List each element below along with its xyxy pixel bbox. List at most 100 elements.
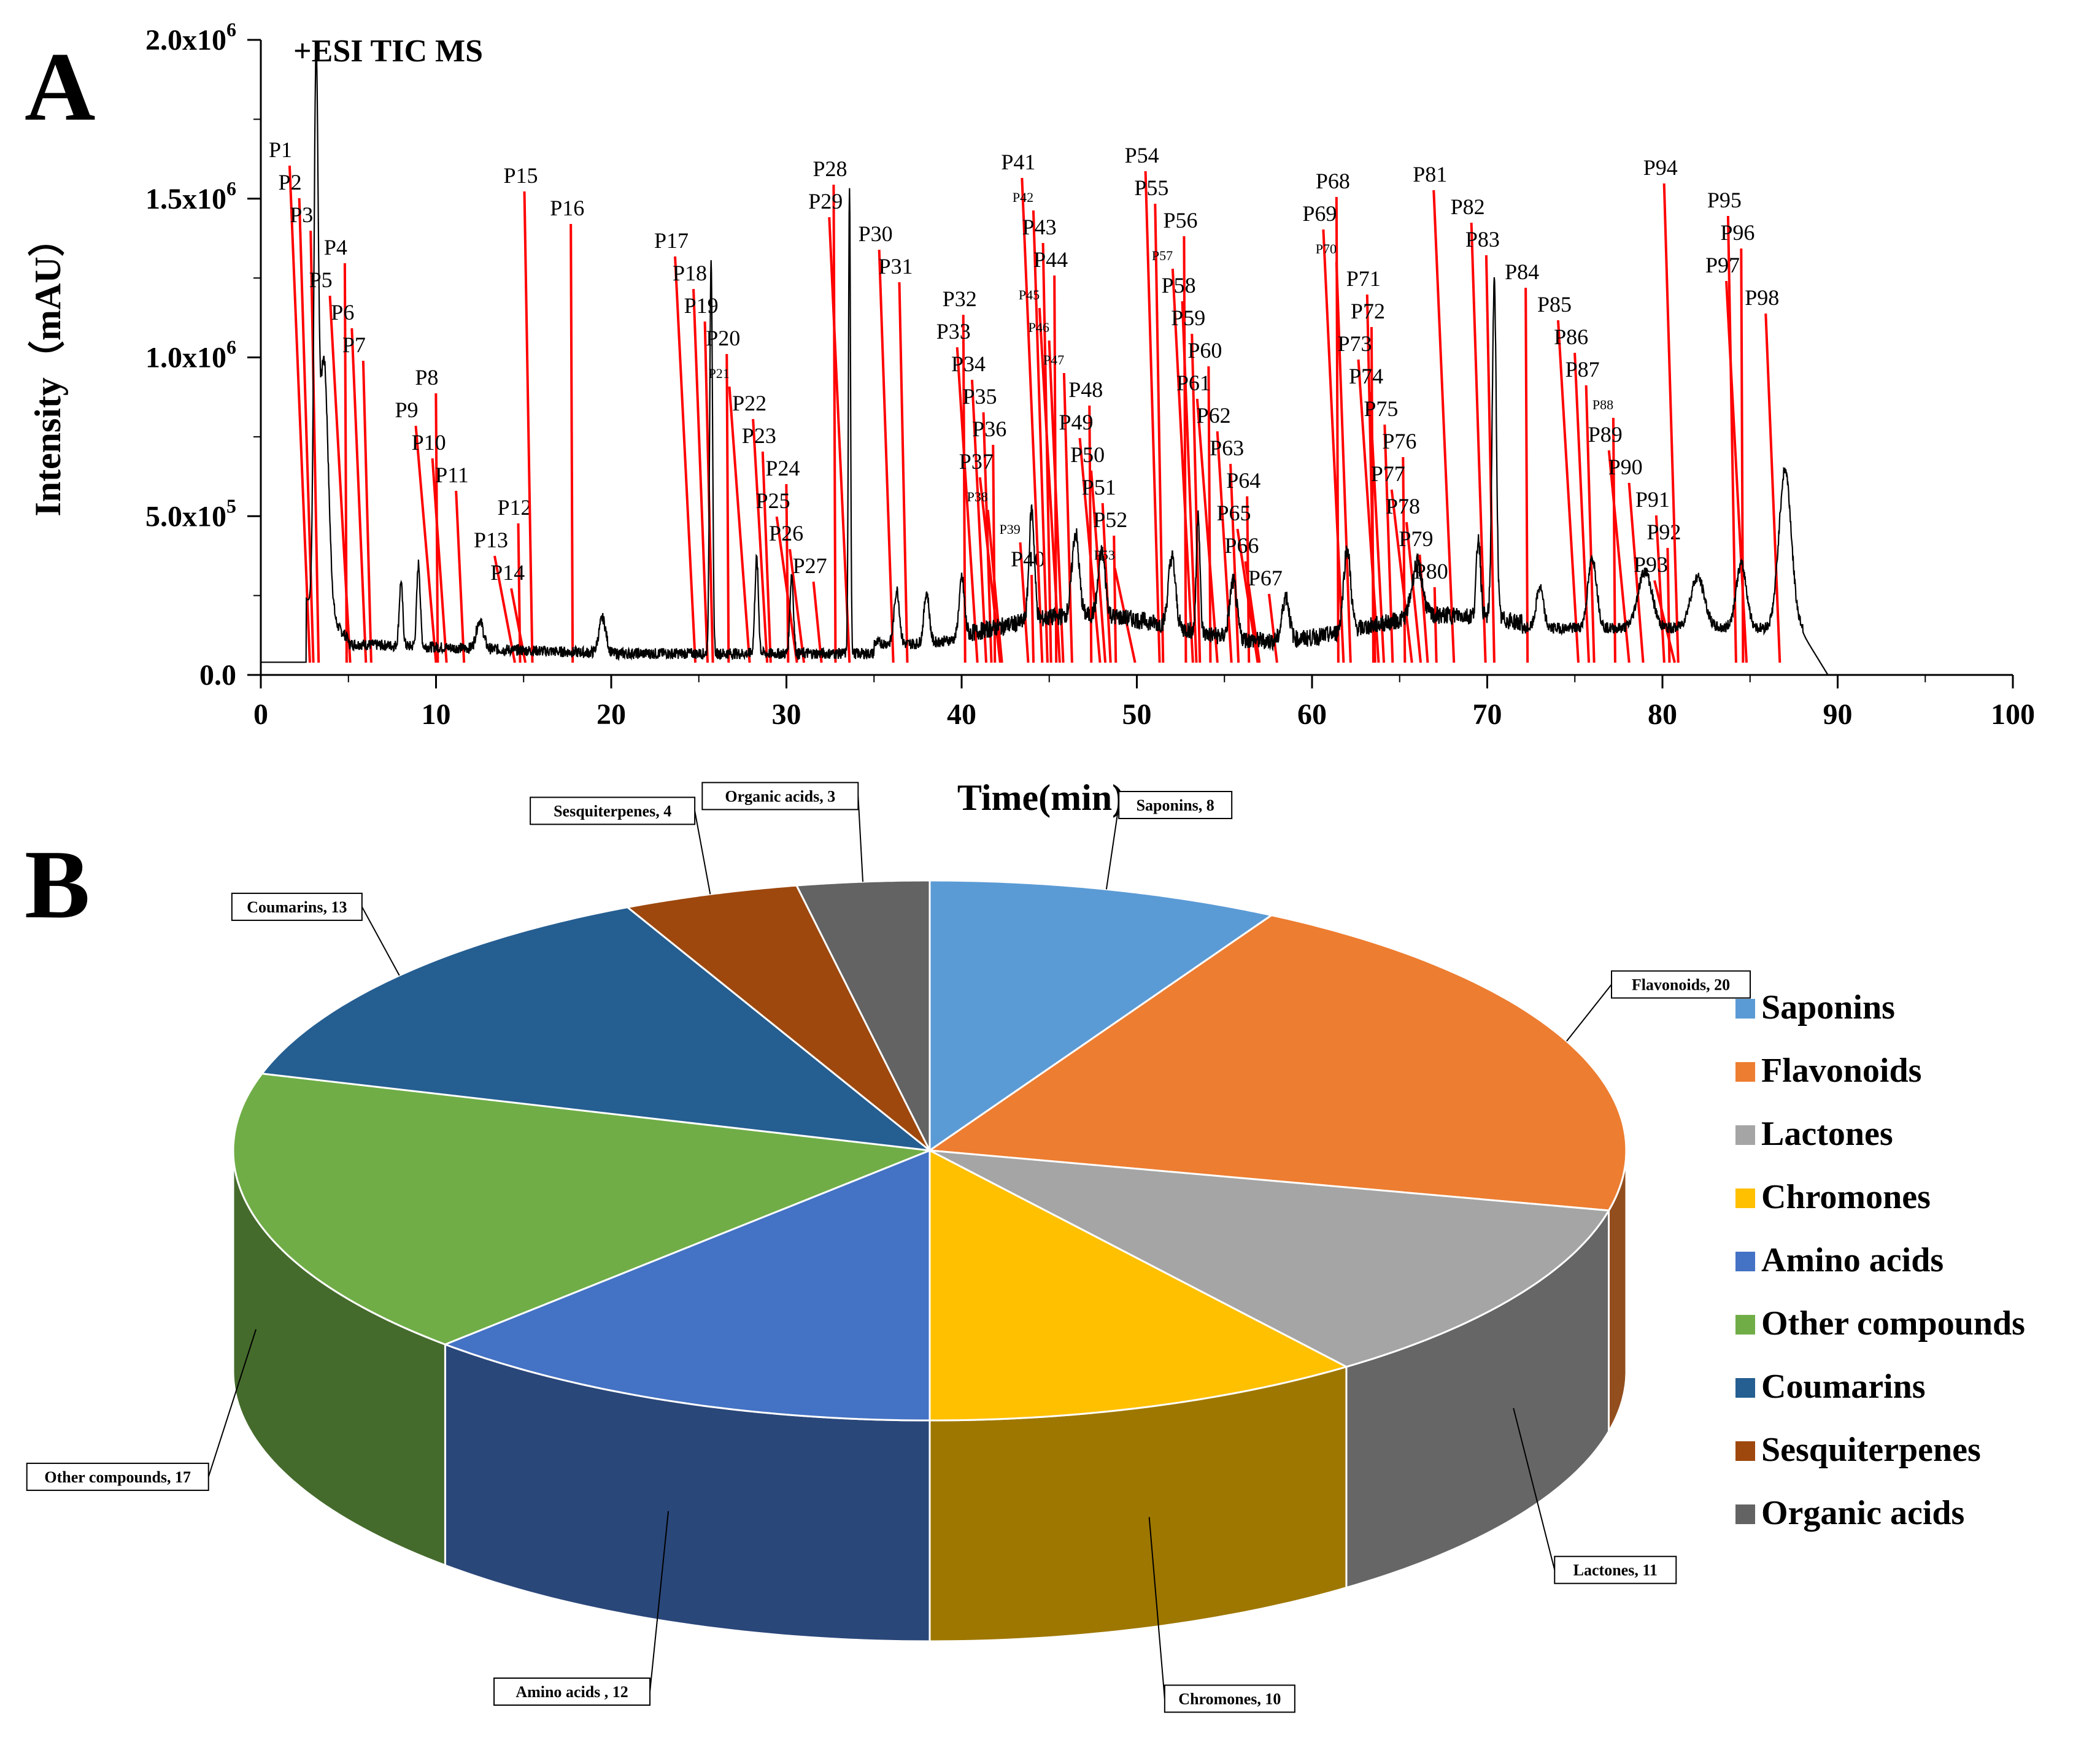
peak-leader-p6 xyxy=(350,328,368,663)
pie-callout-lactones: Lactones, 11 xyxy=(1513,1408,1677,1584)
pie-callout-leader xyxy=(1566,984,1612,1042)
legend-swatch xyxy=(1735,1504,1755,1524)
pie-callout-box xyxy=(231,892,363,921)
legend-item-chromones: Chromones xyxy=(1735,1178,1931,1216)
pie-callout-leader xyxy=(361,906,400,976)
peak-leader-p74 xyxy=(1368,391,1386,663)
pie-callout-box xyxy=(1611,970,1751,999)
legend-item-coumarins: Coumarins xyxy=(1735,1368,1926,1406)
peak-label-p10: P10 xyxy=(412,430,446,455)
peak-label-p38: P38 xyxy=(967,489,988,504)
peak-label-p84: P84 xyxy=(1505,260,1539,284)
peak-label-p42: P42 xyxy=(1013,190,1033,205)
peak-leader-p16 xyxy=(569,223,574,663)
peak-leader-p61 xyxy=(1195,398,1219,663)
pie-callout-box xyxy=(1554,1555,1677,1584)
x-tick-label: 70 xyxy=(1473,698,1502,731)
legend-item-flavonoids: Flavonoids xyxy=(1735,1052,1921,1090)
peak-leader-p93 xyxy=(1653,580,1676,663)
peak-label-p92: P92 xyxy=(1646,520,1681,544)
peak-label-p54: P54 xyxy=(1125,143,1159,168)
peak-label-p83: P83 xyxy=(1465,227,1500,252)
peak-label-p43: P43 xyxy=(1022,215,1057,239)
pie-slice-chromones xyxy=(928,1149,1349,1422)
peak-leader-p69 xyxy=(1322,229,1345,663)
peak-leader-p23 xyxy=(761,451,772,663)
peak-label-p75: P75 xyxy=(1364,396,1398,421)
x-axis: 0 10 20 30 40 50 60 70 80 90 100 xyxy=(253,675,2035,731)
pie-slice-other-compounds xyxy=(232,1073,930,1346)
pie-callout-leader xyxy=(857,796,864,882)
peak-leader-p54 xyxy=(1144,171,1161,663)
peak-label-p31: P31 xyxy=(878,254,913,279)
peak-label-p90: P90 xyxy=(1608,455,1643,479)
peak-label-p87: P87 xyxy=(1565,357,1600,382)
legend-swatch xyxy=(1735,1252,1755,1271)
peak-leader-p83 xyxy=(1484,255,1496,663)
peak-leader-p72 xyxy=(1370,326,1375,663)
peak-leader-p62 xyxy=(1216,431,1233,663)
peak-label-p45: P45 xyxy=(1019,287,1040,302)
peak-label-p88: P88 xyxy=(1592,397,1613,412)
y-tick-label: 2.0x106 xyxy=(145,18,236,56)
peak-leader-p52 xyxy=(1113,535,1118,663)
pie-callout-flavonoids: Flavonoids, 20 xyxy=(1566,970,1751,1042)
peak-leader-p42 xyxy=(1032,210,1049,663)
pie-callout-label: Coumarins, 13 xyxy=(247,898,347,916)
peak-label-p62: P62 xyxy=(1197,403,1231,428)
peak-label-p32: P32 xyxy=(943,287,977,311)
peak-leader-p86 xyxy=(1573,352,1591,663)
peak-leader-p26 xyxy=(789,549,806,663)
x-tick-label: 50 xyxy=(1122,698,1152,731)
peak-leader-p67 xyxy=(1267,593,1278,663)
peak-label-p78: P78 xyxy=(1386,494,1420,518)
panel-label-a: A xyxy=(25,32,96,141)
peak-label-p3: P3 xyxy=(290,202,313,227)
peak-label-p26: P26 xyxy=(769,521,803,545)
peak-leader-p10 xyxy=(431,458,448,663)
peak-leader-p56 xyxy=(1183,236,1187,663)
peak-leader-p3 xyxy=(309,230,320,663)
legend-swatch xyxy=(1735,1062,1755,1082)
peak-label-p86: P86 xyxy=(1554,325,1588,349)
peak-leader-p60 xyxy=(1207,366,1212,663)
peak-leader-p87 xyxy=(1585,385,1596,663)
peak-label-p17: P17 xyxy=(654,228,689,253)
legend-swatch xyxy=(1735,1378,1755,1398)
category-pie-chart: Saponins, 8 Flavonoids, 20 Lactones, 11 Chr… xyxy=(26,782,1751,1713)
peak-label-p53: P53 xyxy=(1094,547,1115,563)
legend-swatch xyxy=(1735,999,1755,1019)
tic-trace xyxy=(261,43,1838,676)
peak-label-p19: P19 xyxy=(684,293,719,318)
peak-label-p97: P97 xyxy=(1705,253,1740,277)
legend-swatch xyxy=(1735,1315,1755,1335)
peak-label-p58: P58 xyxy=(1162,273,1196,298)
peak-leader-p41 xyxy=(1021,177,1044,663)
peak-leader-p7 xyxy=(361,360,373,663)
peak-label-p44: P44 xyxy=(1033,247,1068,272)
peak-leader-p63 xyxy=(1229,463,1240,663)
legend-label: Coumarins xyxy=(1761,1368,1926,1406)
peak-label-p61: P61 xyxy=(1176,371,1211,395)
peak-leader-p18 xyxy=(692,288,709,663)
pie-callout-leader xyxy=(207,1329,257,1477)
peak-leader-p97 xyxy=(1725,280,1748,663)
peak-label-p23: P23 xyxy=(742,423,776,448)
peak-label-p47: P47 xyxy=(1043,352,1064,368)
peak-label-p11: P11 xyxy=(435,463,469,487)
y-tick-label: 1.0x106 xyxy=(145,336,236,374)
x-tick-label: 90 xyxy=(1823,698,1853,731)
peak-label-p71: P71 xyxy=(1346,266,1381,291)
peak-leader-p13 xyxy=(493,555,516,663)
peak-label-p50: P50 xyxy=(1070,442,1105,467)
peak-label-p73: P73 xyxy=(1337,331,1372,356)
peak-leader-p76 xyxy=(1402,456,1407,663)
peak-label-p5: P5 xyxy=(309,268,333,292)
legend-label: Organic acids xyxy=(1761,1494,1964,1532)
legend-item-amino-acids: Amino acids xyxy=(1735,1241,1944,1279)
peak-label-p57: P57 xyxy=(1152,248,1173,263)
peak-label-p18: P18 xyxy=(673,261,707,285)
peak-label-p14: P14 xyxy=(490,560,525,585)
pie-callout-box xyxy=(26,1462,209,1491)
chromatogram-plot: 0.0 5.0x105 1.0x106 1.5x106 2.0x106 0 10 20 30 4… xyxy=(145,18,2035,731)
